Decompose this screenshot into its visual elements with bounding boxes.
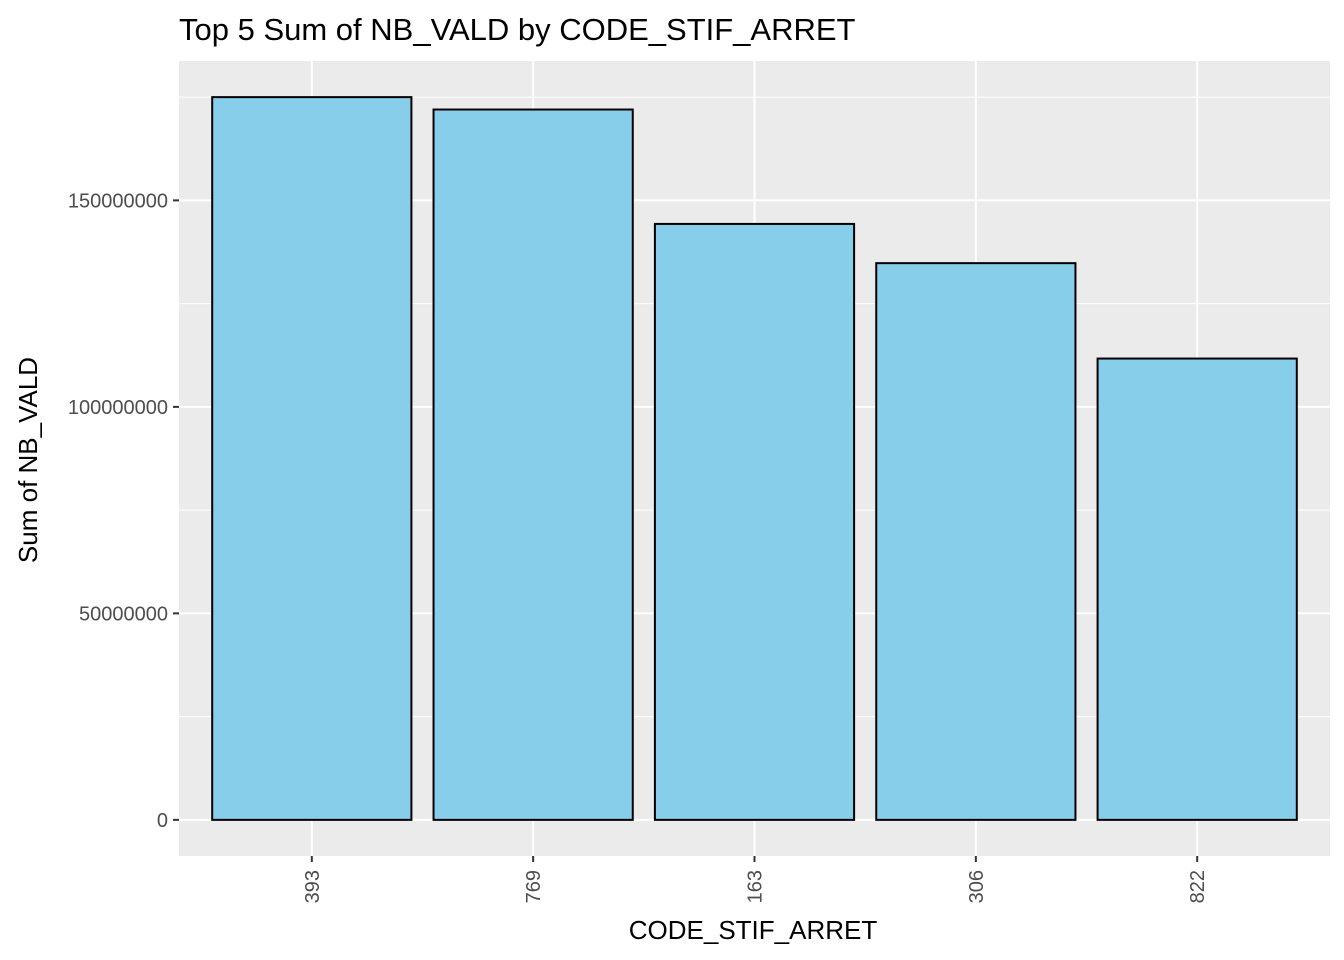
bar-769 [432,108,634,821]
x-tick-label: 769 [523,870,545,903]
bars [211,96,1298,821]
bar-393 [211,96,413,821]
y-tick-label: 50000000 [79,603,168,625]
bar-163 [653,222,856,821]
y-axis-title: Sum of NB_VALD [13,357,43,563]
chart-title: Top 5 Sum of NB_VALD by CODE_STIF_ARRET [179,12,856,47]
y-tick-label: 100000000 [68,397,168,419]
bar-822 [1096,357,1298,821]
y-axis: 0 50000000 100000000 150000000 [68,190,179,832]
bar-306 [875,262,1077,821]
x-tick-label: 393 [302,870,324,903]
x-tick-label: 822 [1187,870,1209,903]
y-tick-label: 150000000 [68,190,168,212]
x-axis-title: CODE_STIF_ARRET [629,915,878,945]
x-tick-label: 163 [745,870,767,903]
x-tick-label: 306 [966,870,988,903]
y-tick-label: 0 [157,810,168,832]
x-axis: 393 769 163 306 822 [302,856,1209,903]
